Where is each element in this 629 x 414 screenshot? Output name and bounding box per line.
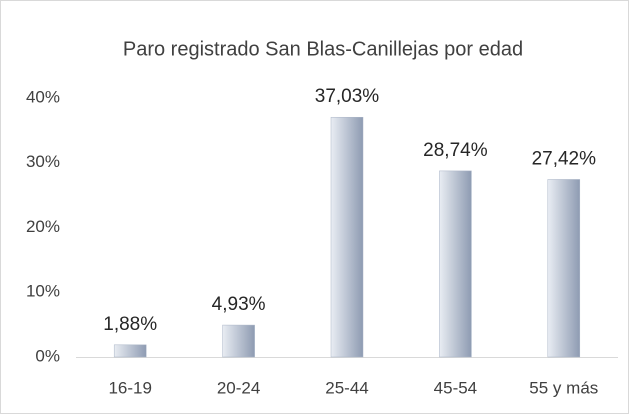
bar [330, 116, 364, 358]
x-tick-label: 55 y más [529, 378, 598, 397]
chart-title: Paro registrado San Blas-Canillejas por … [123, 38, 523, 60]
value-label: 1,88% [103, 314, 157, 335]
bar [547, 179, 581, 358]
y-tick-label: 0% [35, 346, 60, 365]
value-label: 27,42% [532, 148, 597, 169]
value-label: 4,93% [212, 294, 266, 315]
x-tick-label: 45-54 [434, 378, 477, 397]
y-tick-label: 40% [26, 87, 60, 106]
y-tick-label: 10% [26, 282, 60, 301]
x-tick-label: 25-44 [325, 378, 368, 397]
bar [439, 170, 472, 358]
bar [222, 324, 255, 358]
x-tick-label: 20-24 [217, 378, 260, 397]
y-tick-label: 30% [26, 152, 60, 171]
x-tick-label: 16-19 [108, 378, 151, 397]
bar [113, 344, 147, 358]
y-tick-label: 20% [26, 217, 60, 236]
value-label: 28,74% [423, 140, 488, 161]
value-label: 37,03% [315, 86, 380, 107]
